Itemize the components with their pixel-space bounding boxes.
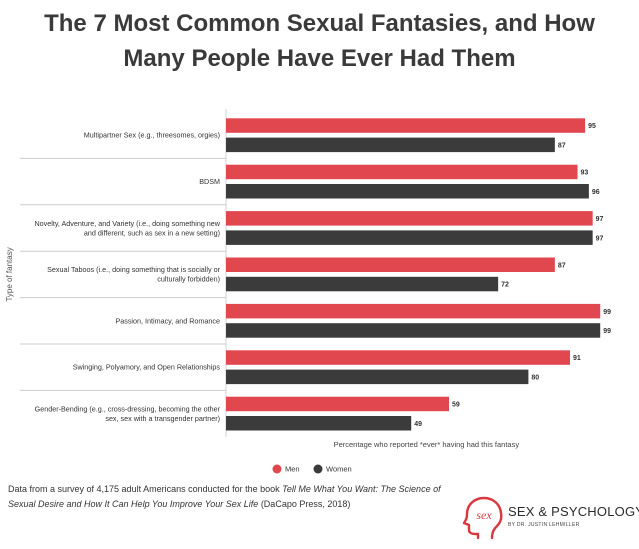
brand-byline: BY DR. JUSTIN LEHMILLER <box>508 522 580 528</box>
category-label: and different, such as sex in a new sett… <box>84 228 220 237</box>
men-value-label: 99 <box>603 309 611 316</box>
men-value-label: 87 <box>558 262 566 269</box>
chart-title-line-1: The 7 Most Common Sexual Fantasies, and … <box>44 10 595 37</box>
brand-logo-icon: sex <box>462 496 503 540</box>
women-value-label: 49 <box>414 421 422 428</box>
category-label: Novelty, Adventure, and Variety (i.e., d… <box>34 219 220 228</box>
men-value-label: 93 <box>581 170 589 177</box>
men-bar <box>226 350 570 365</box>
men-bar <box>226 118 586 133</box>
women-value-label: 80 <box>531 374 539 381</box>
women-value-label: 97 <box>596 235 604 242</box>
footnote: Data from a survey of 4,175 adult Americ… <box>8 482 448 512</box>
category-label: Gender-Bending (e.g., cross-dressing, be… <box>35 404 221 413</box>
legend-marker-men <box>272 464 282 474</box>
women-bar <box>226 184 589 199</box>
category-label: Passion, Intimacy, and Romance <box>115 316 220 325</box>
legend-label-women: Women <box>326 465 352 474</box>
men-value-label: 59 <box>452 402 460 409</box>
footnote-suffix: (DaCapo Press, 2018) <box>258 499 351 509</box>
women-bar <box>226 369 529 385</box>
footnote-prefix: Data from a survey of 4,175 adult Americ… <box>8 484 283 494</box>
category-label: culturally forbidden) <box>157 275 220 284</box>
category-label: Multipartner Sex (e.g., threesomes, orgi… <box>84 131 220 140</box>
men-bar <box>226 303 601 319</box>
chart-title-line-2: Many People Have Ever Had Them <box>123 45 516 72</box>
chart-title: The 7 Most Common Sexual Fantasies, and … <box>0 6 639 76</box>
women-value-label: 87 <box>558 142 566 149</box>
women-bar <box>226 276 499 292</box>
x-axis-title: Percentage who reported *ever* having ha… <box>334 440 520 449</box>
y-axis-title: Type of fantasy <box>5 247 14 301</box>
brand-name: SEX & PSYCHOLOGY <box>508 504 639 519</box>
men-bar <box>226 211 593 226</box>
category-label: sex, sex with a transgender partner) <box>105 414 220 423</box>
brand-logo: sex SEX & PSYCHOLOGY BY DR. JUSTIN LEHMI… <box>462 494 639 544</box>
women-value-label: 96 <box>592 189 600 196</box>
men-bar <box>226 257 555 272</box>
men-value-label: 91 <box>573 355 581 362</box>
men-value-label: 95 <box>588 123 596 130</box>
category-label: BDSM <box>199 177 220 186</box>
women-bar <box>226 323 601 338</box>
legend-marker-women <box>313 464 323 474</box>
men-bar <box>226 396 450 412</box>
legend-label-men: Men <box>285 465 300 474</box>
women-bar <box>226 416 412 431</box>
footnote-book-title: Tell Me What You Want: The Science of Se… <box>8 484 441 509</box>
women-bar <box>226 137 555 153</box>
category-label: Swinging, Polyamory, and Open Relationsh… <box>73 363 221 372</box>
brand-logo-mark: sex <box>476 508 492 522</box>
category-label: Sexual Taboos (i.e., doing something tha… <box>47 265 220 274</box>
men-bar <box>226 164 578 180</box>
women-value-label: 72 <box>501 282 509 289</box>
women-value-label: 99 <box>603 328 611 335</box>
women-bar <box>226 230 593 245</box>
men-value-label: 97 <box>596 216 604 223</box>
